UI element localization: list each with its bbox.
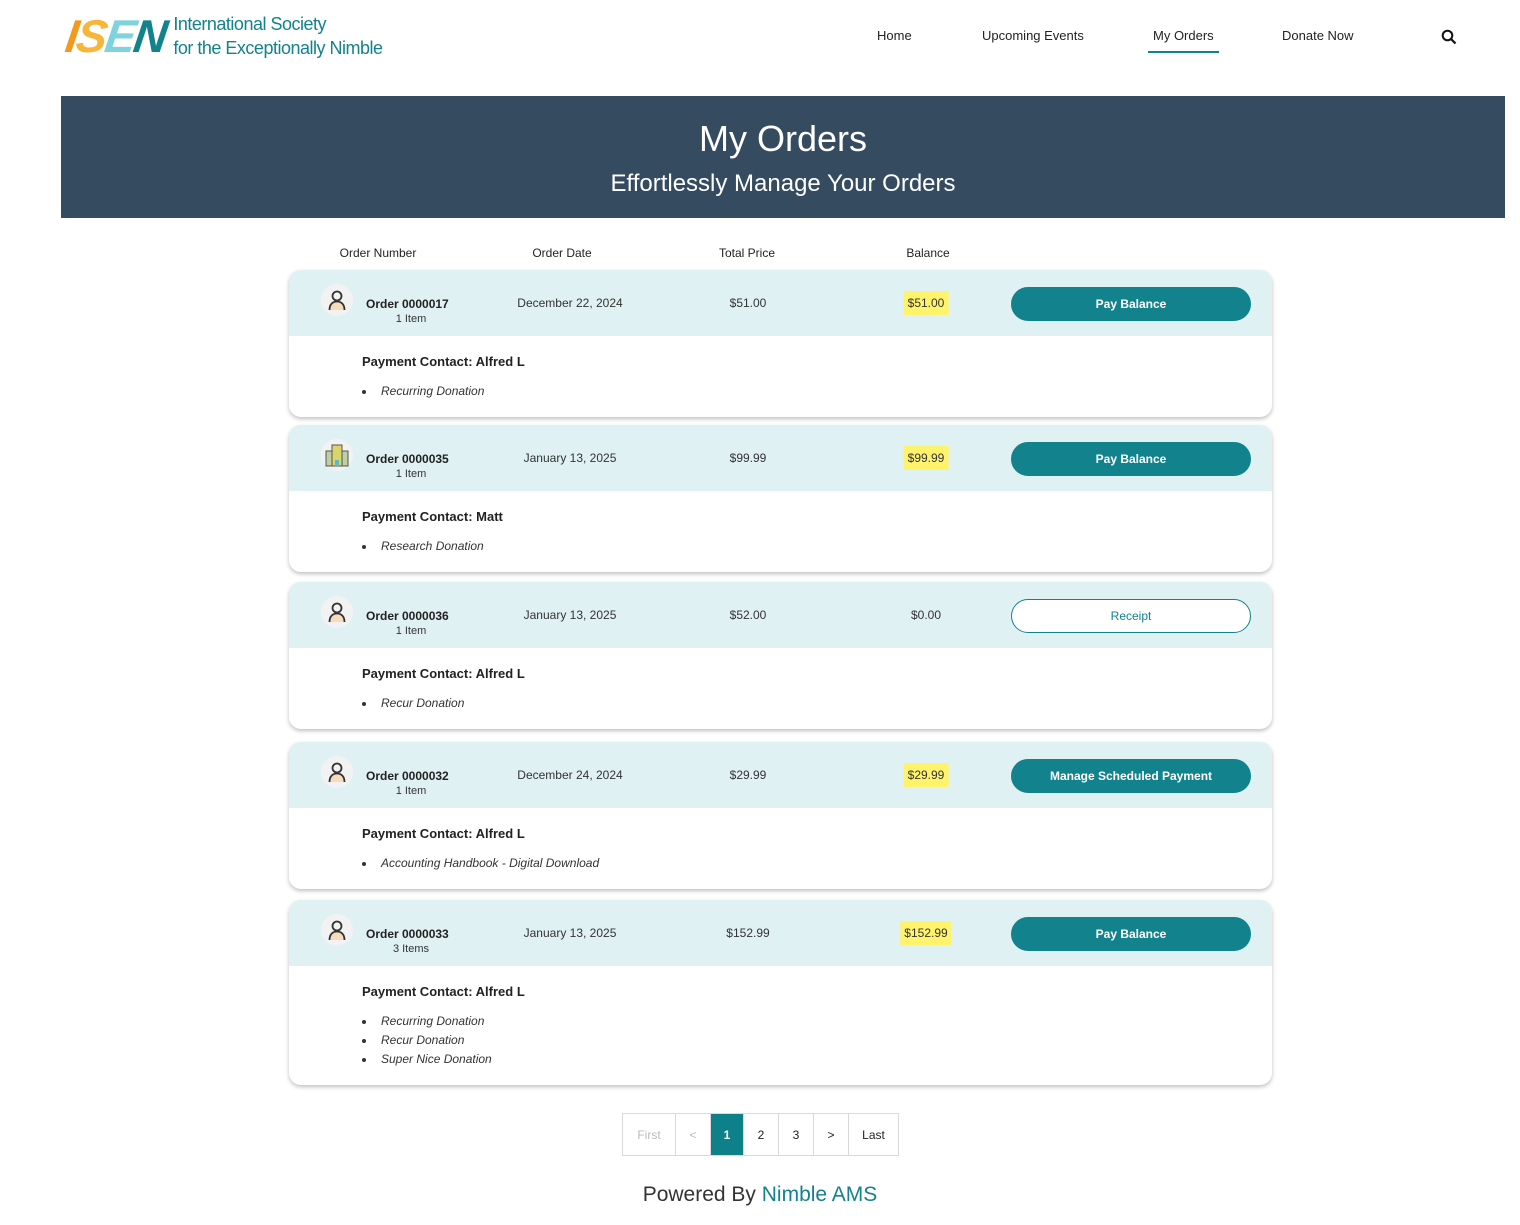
total-price: $99.99 bbox=[729, 451, 767, 465]
item-count: 1 Item bbox=[395, 468, 427, 480]
nav-donate-now[interactable]: Donate Now bbox=[1282, 28, 1354, 43]
nav-my-orders[interactable]: My Orders bbox=[1148, 28, 1219, 53]
order-line-item: Research Donation bbox=[362, 537, 1272, 556]
search-icon[interactable] bbox=[1441, 29, 1457, 50]
page-subtitle: Effortlessly Manage Your Orders bbox=[610, 170, 956, 197]
order-header: Order 0000036 1 Item January 13, 2025 $5… bbox=[289, 582, 1272, 648]
pay-balance-button[interactable]: Pay Balance bbox=[1011, 287, 1251, 321]
column-order-number: Order Number bbox=[339, 246, 417, 260]
person-icon bbox=[321, 914, 353, 946]
order-line-list: Recurring Donation bbox=[362, 382, 1272, 401]
page-1[interactable]: 1 bbox=[710, 1114, 743, 1155]
order-header: Order 0000017 1 Item December 22, 2024 $… bbox=[289, 270, 1272, 336]
page-3[interactable]: 3 bbox=[778, 1114, 813, 1155]
order-line-item: Recurring Donation bbox=[362, 1012, 1272, 1031]
logo-mark: ISEN bbox=[62, 10, 170, 62]
order-line-list: Recurring Donation Recur Donation Super Ni… bbox=[362, 1012, 1272, 1069]
order-line-item: Recurring Donation bbox=[362, 382, 1272, 401]
footer-brand[interactable]: Nimble AMS bbox=[761, 1183, 878, 1206]
order-date: January 13, 2025 bbox=[523, 926, 617, 940]
order-date: December 24, 2024 bbox=[517, 768, 623, 782]
column-total-price: Total Price bbox=[718, 246, 776, 260]
order-header: Order 0000032 1 Item December 24, 2024 $… bbox=[289, 742, 1272, 808]
order-card: Order 0000035 1 Item January 13, 2025 $9… bbox=[289, 425, 1272, 572]
order-header: Order 0000033 3 Items January 13, 2025 $… bbox=[289, 900, 1272, 966]
column-balance: Balance bbox=[906, 246, 950, 260]
manage-scheduled-payment-button[interactable]: Manage Scheduled Payment bbox=[1011, 759, 1251, 793]
logo[interactable]: ISEN International Society for the Except… bbox=[62, 10, 383, 62]
order-line-item: Accounting Handbook - Digital Download bbox=[362, 854, 1272, 873]
receipt-button[interactable]: Receipt bbox=[1011, 599, 1251, 633]
payment-contact: Payment Contact: Alfred L bbox=[362, 984, 525, 999]
total-price: $51.00 bbox=[729, 296, 767, 310]
page-2[interactable]: 2 bbox=[743, 1114, 778, 1155]
nav-home[interactable]: Home bbox=[877, 28, 912, 43]
order-line-list: Research Donation bbox=[362, 537, 1272, 556]
page-prev[interactable]: < bbox=[675, 1114, 710, 1155]
order-card: Order 0000036 1 Item January 13, 2025 $5… bbox=[289, 582, 1272, 729]
order-card: Order 0000032 1 Item December 24, 2024 $… bbox=[289, 742, 1272, 889]
order-date: January 13, 2025 bbox=[523, 451, 617, 465]
column-order-date: Order Date bbox=[532, 246, 592, 260]
nav-upcoming-events[interactable]: Upcoming Events bbox=[982, 28, 1084, 43]
order-card: Order 0000017 1 Item December 22, 2024 $… bbox=[289, 270, 1272, 417]
item-count: 3 Items bbox=[392, 943, 430, 955]
order-line-list: Accounting Handbook - Digital Download bbox=[362, 854, 1272, 873]
person-icon bbox=[321, 596, 353, 628]
total-price: $152.99 bbox=[726, 926, 770, 940]
building-icon bbox=[321, 439, 353, 471]
balance: $29.99 bbox=[903, 763, 949, 787]
balance: $0.00 bbox=[910, 608, 942, 622]
balance: $99.99 bbox=[903, 446, 949, 470]
order-number[interactable]: Order 0000036 bbox=[366, 609, 449, 623]
total-price: $29.99 bbox=[729, 768, 767, 782]
person-icon bbox=[321, 756, 353, 788]
payment-contact: Payment Contact: Matt bbox=[362, 509, 503, 524]
page-first[interactable]: First bbox=[637, 1127, 661, 1142]
order-line-item: Super Nice Donation bbox=[362, 1050, 1272, 1069]
page-title: My Orders bbox=[698, 118, 867, 159]
order-line-list: Recur Donation bbox=[362, 694, 1272, 713]
order-line-item: Recur Donation bbox=[362, 694, 1272, 713]
order-number[interactable]: Order 0000017 bbox=[366, 297, 449, 311]
balance: $152.99 bbox=[900, 921, 952, 945]
logo-line2: for the Exceptionally Nimble bbox=[173, 38, 383, 58]
logo-text: International Society for the Exceptional… bbox=[173, 12, 383, 60]
footer-prefix: Powered By bbox=[642, 1183, 756, 1206]
order-header: Order 0000035 1 Item January 13, 2025 $9… bbox=[289, 425, 1272, 491]
payment-contact: Payment Contact: Alfred L bbox=[362, 354, 525, 369]
pay-balance-button[interactable]: Pay Balance bbox=[1011, 442, 1251, 476]
page-next[interactable]: > bbox=[813, 1114, 848, 1155]
item-count: 1 Item bbox=[395, 313, 427, 325]
order-date: December 22, 2024 bbox=[517, 296, 623, 310]
payment-contact: Payment Contact: Alfred L bbox=[362, 826, 525, 841]
page-last[interactable]: Last bbox=[848, 1114, 898, 1155]
item-count: 1 Item bbox=[395, 625, 427, 637]
logo-line1: International Society bbox=[173, 14, 326, 34]
hero-banner: My Orders Effortlessly Manage Your Order… bbox=[61, 96, 1505, 218]
pay-balance-button[interactable]: Pay Balance bbox=[1011, 917, 1251, 951]
order-number[interactable]: Order 0000033 bbox=[366, 927, 449, 941]
item-count: 1 Item bbox=[395, 785, 427, 797]
order-line-item: Recur Donation bbox=[362, 1031, 1272, 1050]
total-price: $52.00 bbox=[729, 608, 767, 622]
pagination: First < 1 2 3 > Last bbox=[622, 1113, 899, 1156]
balance: $51.00 bbox=[903, 291, 949, 315]
footer: Powered By Nimble AMS bbox=[0, 1183, 1520, 1207]
order-number[interactable]: Order 0000032 bbox=[366, 769, 449, 783]
order-card: Order 0000033 3 Items January 13, 2025 $… bbox=[289, 900, 1272, 1085]
order-date: January 13, 2025 bbox=[523, 608, 617, 622]
payment-contact: Payment Contact: Alfred L bbox=[362, 666, 525, 681]
person-icon bbox=[321, 284, 353, 316]
order-number[interactable]: Order 0000035 bbox=[366, 452, 449, 466]
